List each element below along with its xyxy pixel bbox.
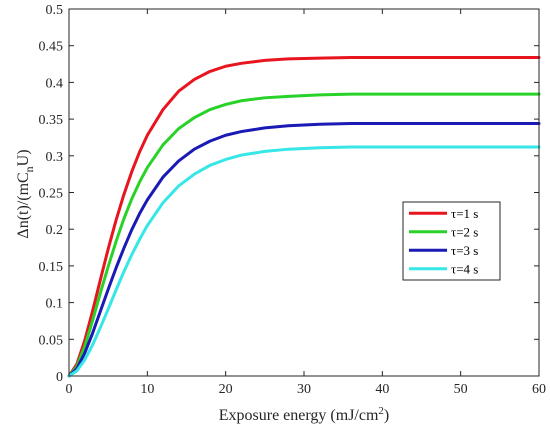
x-tick-label: 40 xyxy=(375,382,389,397)
y-axis-label: Δn(t)/(mCnU) xyxy=(15,149,36,238)
x-tick-label: 10 xyxy=(140,382,154,397)
y-tick-label: 0.45 xyxy=(39,40,64,55)
y-tick-label: 0.3 xyxy=(46,150,64,165)
legend-box xyxy=(402,201,501,281)
series-line-1 xyxy=(67,55,541,378)
legend-label: τ=3 s xyxy=(451,243,478,258)
legend: τ=1 s τ=2 s τ=3 s τ=4 s xyxy=(402,201,501,281)
plot-background xyxy=(69,9,539,376)
series-layer xyxy=(67,55,541,378)
x-tick-label: 30 xyxy=(297,382,311,397)
x-axis-label: Exposure energy (mJ/cm2) xyxy=(219,405,390,424)
y-tick-label: 0.2 xyxy=(46,223,64,238)
y-tick-label: 0.1 xyxy=(46,297,64,312)
legend-label: τ=4 s xyxy=(451,261,478,276)
y-tick-label: 0.15 xyxy=(39,260,64,275)
axes-layer: 0 10 20 30 40 50 60 0 0.05 0.1 0.15 0.2 0.25 0.3 0.35 0… xyxy=(39,3,547,397)
x-tick-label: 20 xyxy=(219,382,233,397)
y-tick-label: 0.25 xyxy=(39,187,64,202)
legend-label: τ=1 s xyxy=(451,206,478,221)
legend-label: τ=2 s xyxy=(451,224,478,239)
series-line-2 xyxy=(67,92,541,378)
y-tick-label: 0.05 xyxy=(39,333,64,348)
y-tick-label: 0.5 xyxy=(46,3,64,18)
y-tick-label: 0.35 xyxy=(39,113,64,128)
plot-area xyxy=(69,9,539,376)
x-tick-label: 60 xyxy=(532,382,546,397)
y-tick-label: 0 xyxy=(56,370,63,385)
y-tick-label: 0.4 xyxy=(46,76,64,91)
series-line-4 xyxy=(67,145,541,378)
x-tick-label: 50 xyxy=(454,382,468,397)
x-tick-label: 0 xyxy=(66,382,73,397)
series-line-3 xyxy=(67,122,541,378)
